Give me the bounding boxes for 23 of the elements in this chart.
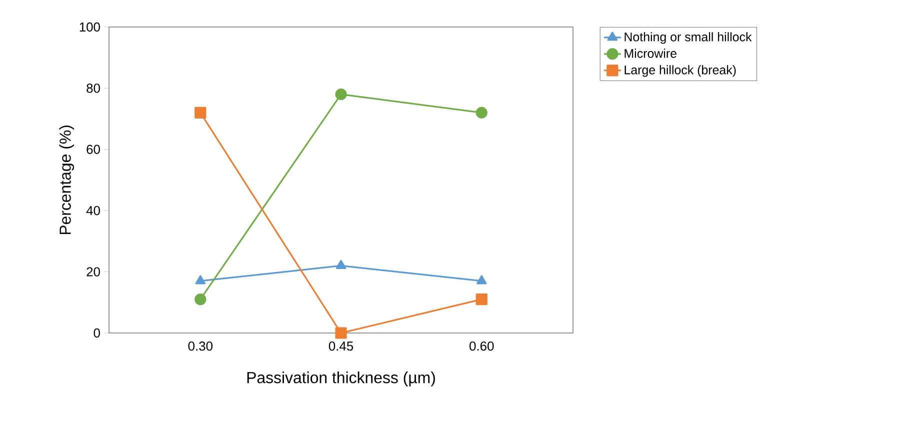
y-axis-title: Percentage (%) bbox=[59, 126, 74, 234]
y-tick-label: 0 bbox=[94, 328, 100, 338]
point bbox=[335, 88, 347, 100]
x-tick-label: 0.45 bbox=[328, 342, 354, 351]
point bbox=[476, 275, 487, 284]
point bbox=[335, 327, 347, 339]
point bbox=[476, 106, 488, 118]
x-axis-title: Passivation thickness (µm) bbox=[247, 372, 435, 386]
y-tick-label: 60 bbox=[86, 144, 100, 154]
legend-label: Large hillock (break) bbox=[624, 65, 736, 77]
point bbox=[194, 294, 206, 306]
point bbox=[194, 106, 206, 118]
point bbox=[195, 275, 206, 284]
x-tick-label: 0.60 bbox=[470, 342, 494, 351]
y-tick-label: 100 bbox=[80, 22, 100, 32]
x-tick-label: 0.30 bbox=[188, 342, 213, 351]
y-tick-label: 20 bbox=[86, 267, 100, 276]
point bbox=[476, 294, 488, 306]
legend-label: Microwire bbox=[624, 48, 676, 58]
point bbox=[336, 260, 346, 269]
y-tick-label: 80 bbox=[86, 84, 100, 93]
y-tick-label: 40 bbox=[86, 206, 100, 216]
legend-label: Nothing or small hillock bbox=[624, 32, 752, 44]
